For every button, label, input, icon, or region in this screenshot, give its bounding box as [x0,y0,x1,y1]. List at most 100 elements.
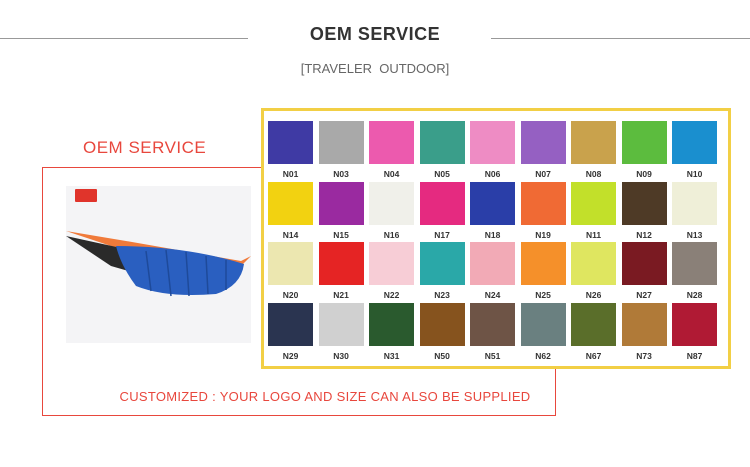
color-swatch: N03 [318,121,364,179]
swatch-color [268,181,313,225]
swatch-code: N18 [484,229,501,240]
color-swatch: N13 [672,181,717,240]
swatch-code: N12 [636,229,652,240]
swatch-color [318,121,364,164]
color-swatch: N26 [571,242,616,300]
swatch-color [520,302,566,346]
swatch-code: N10 [686,169,703,179]
color-swatch: N62 [520,302,566,361]
swatch-code: N22 [383,290,400,301]
color-swatch: N29 [268,302,313,361]
color-swatch: N12 [621,181,667,240]
swatch-color [672,242,717,286]
swatch-code: N04 [383,169,400,179]
swatch-color [369,121,414,164]
swatch-code: N67 [585,350,602,361]
swatch-code: N20 [282,290,299,301]
color-swatch: N07 [520,121,566,179]
color-swatch: N22 [369,242,414,300]
color-swatch: N11 [571,181,616,240]
swatch-code: N29 [282,350,299,361]
swatch-code: N28 [686,290,703,301]
brand-subtitle: [TRAVELER OUTDOOR] [300,61,450,76]
swatch-code: N51 [484,350,501,361]
color-swatch: N01 [268,121,313,179]
swatch-code: N09 [636,169,652,179]
color-swatch: N09 [621,121,667,179]
swatch-color [672,121,717,164]
swatch-color [419,121,465,164]
swatch-code: N06 [484,169,501,179]
swatch-color [621,302,667,346]
swatch-code: N26 [585,290,602,301]
swatch-code: N03 [333,169,349,179]
swatch-color [369,181,414,225]
hammock-underquilt-illustration [66,231,251,297]
swatch-code: N31 [383,350,400,361]
brand-logo [75,189,97,202]
swatch-color [268,302,313,346]
color-swatch: N31 [369,302,414,361]
swatch-color [470,242,515,286]
swatch-color [621,242,667,286]
swatch-color [621,181,667,225]
swatch-code: N23 [434,290,450,301]
swatch-code: N87 [686,350,703,361]
color-swatch: N30 [318,302,364,361]
swatch-color [419,181,465,225]
swatch-color [571,121,616,164]
swatch-color [571,242,616,286]
swatch-code: N24 [484,290,501,301]
swatch-code: N19 [535,229,551,240]
swatch-code: N14 [282,229,299,240]
swatch-code: N08 [585,169,602,179]
swatch-color [318,181,364,225]
color-swatch: N67 [571,302,616,361]
color-swatch: N17 [419,181,465,240]
swatch-color [520,121,566,164]
swatch-color [621,121,667,164]
divider-left [0,38,248,39]
color-swatch: N10 [672,121,717,179]
color-swatch: N87 [672,302,717,361]
swatch-code: N16 [383,229,400,240]
color-swatch: N18 [470,181,515,240]
color-swatch: N23 [419,242,465,301]
product-image [66,186,251,343]
swatch-code: N13 [686,229,703,240]
swatch-code: N62 [535,350,551,361]
color-swatch: N19 [520,181,566,240]
swatch-code: N07 [535,169,551,179]
swatch-color [470,302,515,346]
swatch-code: N30 [333,350,349,361]
color-swatch: N25 [520,242,566,300]
color-swatch: N73 [621,302,667,361]
swatch-color [419,242,465,286]
swatch-code: N01 [282,169,299,179]
swatch-color [369,242,414,286]
color-swatch: N04 [369,121,414,179]
swatch-color [268,121,313,164]
swatch-code: N50 [434,350,450,361]
color-swatch: N21 [318,242,364,301]
swatch-color [520,242,566,286]
color-swatch: N16 [369,181,414,240]
swatch-code: N15 [333,229,349,240]
color-swatch: N06 [470,121,515,179]
swatch-code: N05 [434,169,450,179]
swatch-color [672,181,717,225]
color-swatch: N51 [470,302,515,361]
swatch-code: N11 [585,229,602,240]
swatch-color [419,302,465,346]
swatch-color [520,181,566,225]
divider-right [491,38,750,39]
swatch-code: N21 [333,290,349,301]
swatch-color [672,302,717,346]
swatch-color [268,242,313,286]
swatch-color [571,181,616,225]
color-swatch: N50 [419,302,465,361]
customization-caption: CUSTOMIZED : YOUR LOGO AND SIZE CAN ALSO… [119,389,531,404]
color-swatch: N27 [621,242,667,300]
page-title: OEM SERVICE [309,24,441,44]
